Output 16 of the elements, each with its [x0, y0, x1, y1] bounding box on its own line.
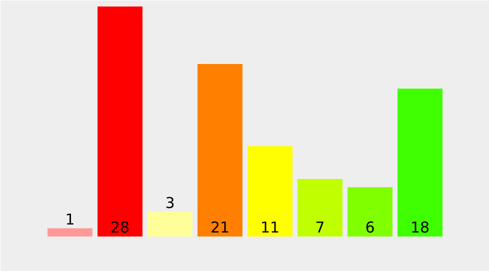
- data-label: 21: [210, 218, 230, 236]
- data-label: 6: [365, 218, 375, 236]
- bar: [48, 228, 92, 236]
- bar: [148, 212, 192, 236]
- data-label: 18: [410, 218, 430, 236]
- bar: [348, 187, 392, 236]
- data-label: 7: [315, 218, 325, 236]
- bar: [398, 88, 442, 236]
- data-label: 3: [165, 194, 175, 212]
- data-label: 1: [65, 210, 75, 228]
- bar: [298, 179, 342, 236]
- data-label: 28: [110, 218, 130, 236]
- bar: [98, 6, 142, 236]
- data-label: 11: [260, 218, 280, 236]
- bar: [248, 146, 292, 236]
- bar: [198, 64, 242, 236]
